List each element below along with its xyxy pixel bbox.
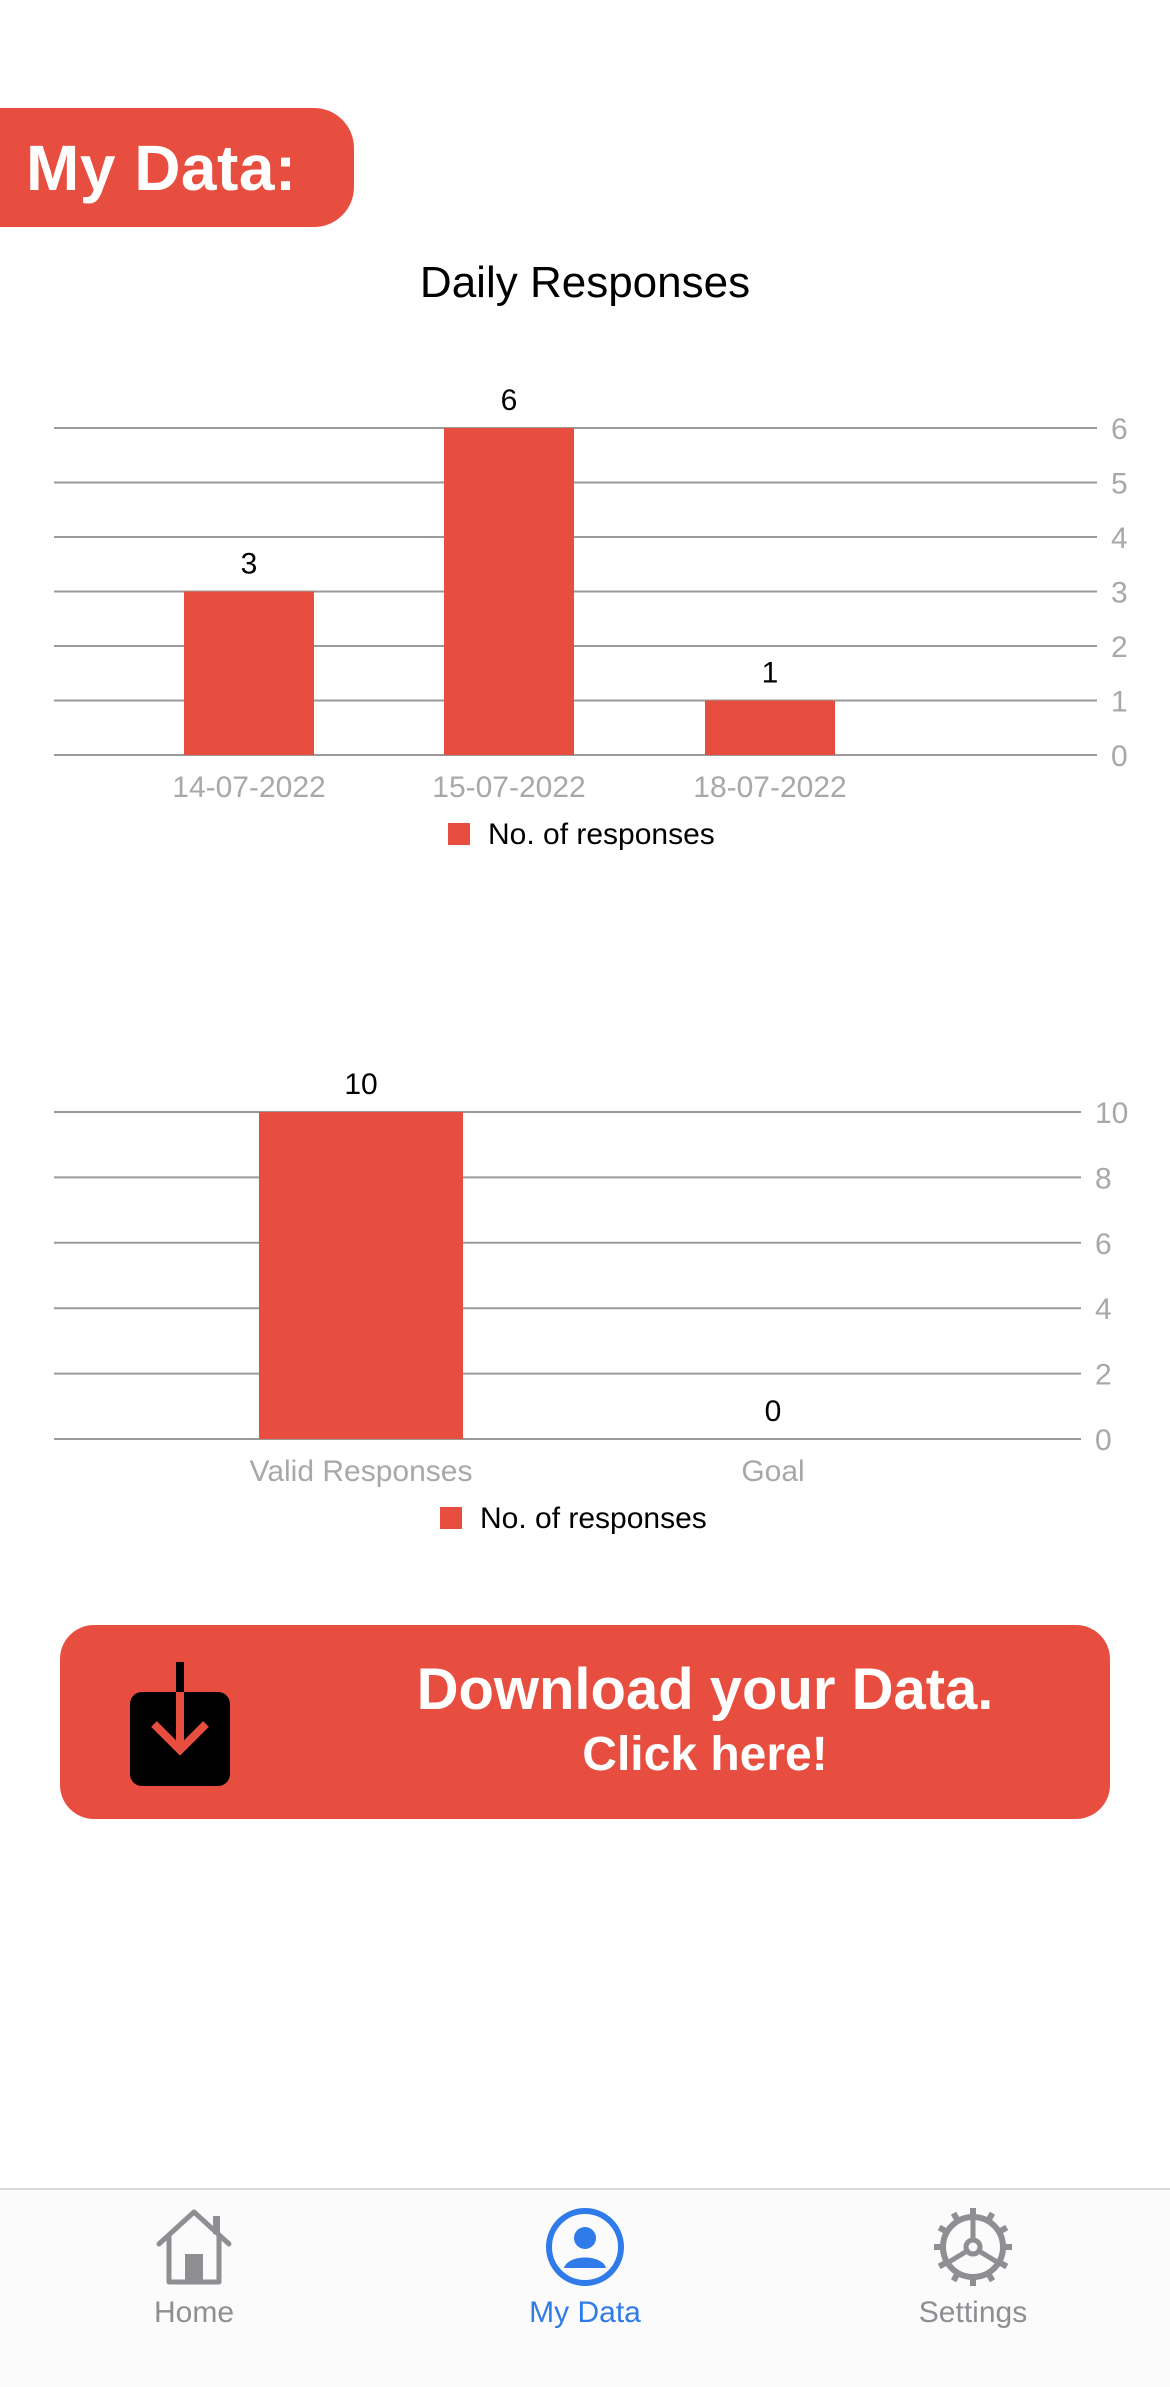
legend-label: No. of responses <box>488 818 715 850</box>
person-circle-icon <box>546 2208 624 2286</box>
tab-my-data[interactable]: My Data <box>465 2204 705 2344</box>
x-category-label: Goal <box>741 1455 804 1488</box>
download-title: Download your Data. <box>416 1657 994 1722</box>
y-tick-label: 1 <box>1111 686 1128 719</box>
responses-goal-chart: 0 2 4 6 8 10 10 Valid Responses 0 Goal No. of resp… <box>54 1068 1128 1535</box>
bar-value-label: 1 <box>762 657 779 690</box>
bar-value-label: 10 <box>344 1068 377 1101</box>
download-text: Download your Data. Click here! <box>330 1655 1080 1785</box>
y-tick-label: 2 <box>1111 631 1128 664</box>
download-icon <box>130 1662 230 1786</box>
y-tick-label: 0 <box>1111 740 1128 773</box>
tab-my-data-label: My Data <box>529 2296 641 2329</box>
tab-bar: Home My Data Settings <box>0 2188 1170 2387</box>
legend-swatch <box>448 823 470 845</box>
x-category-label: 15-07-2022 <box>432 771 585 804</box>
page-title-pill: My Data: <box>0 108 354 227</box>
y-tick-label: 4 <box>1095 1293 1112 1326</box>
home-icon <box>156 2209 232 2285</box>
bar <box>444 428 574 755</box>
y-tick-label: 8 <box>1095 1162 1112 1195</box>
gear-icon <box>934 2208 1012 2286</box>
bar <box>705 700 835 755</box>
x-category-label: 18-07-2022 <box>693 771 846 804</box>
y-tick-label: 5 <box>1111 468 1128 501</box>
download-subtitle: Click here! <box>582 1728 828 1781</box>
bar <box>184 591 314 755</box>
bar-value-label: 0 <box>765 1395 782 1428</box>
download-data-button[interactable]: Download your Data. Click here! <box>60 1625 1110 1819</box>
legend-swatch <box>440 1507 462 1529</box>
bar-value-label: 3 <box>241 548 258 581</box>
y-tick-label: 6 <box>1095 1228 1112 1261</box>
y-tick-label: 6 <box>1111 413 1128 446</box>
y-tick-label: 0 <box>1095 1424 1112 1457</box>
chart-title: Daily Responses <box>419 258 751 307</box>
daily-responses-chart: 0 1 2 3 4 5 6 3 14-07-2022 6 15-07-2022 1 18-07-2022… <box>54 384 1128 850</box>
x-category-label: 14-07-2022 <box>172 771 325 804</box>
tab-home-label: Home <box>153 2296 235 2329</box>
y-tick-label: 4 <box>1111 522 1128 555</box>
y-tick-label: 10 <box>1095 1097 1128 1130</box>
legend-label: No. of responses <box>480 1502 707 1535</box>
x-category-label: Valid Responses <box>250 1455 473 1488</box>
tab-home[interactable]: Home <box>74 2204 314 2344</box>
y-tick-label: 2 <box>1095 1359 1112 1392</box>
bar <box>259 1112 463 1439</box>
tab-settings-label: Settings <box>918 2296 1028 2329</box>
bar-value-label: 6 <box>501 384 518 417</box>
page-title: My Data: <box>26 131 297 204</box>
tab-settings[interactable]: Settings <box>853 2204 1093 2344</box>
y-tick-label: 3 <box>1111 577 1128 610</box>
